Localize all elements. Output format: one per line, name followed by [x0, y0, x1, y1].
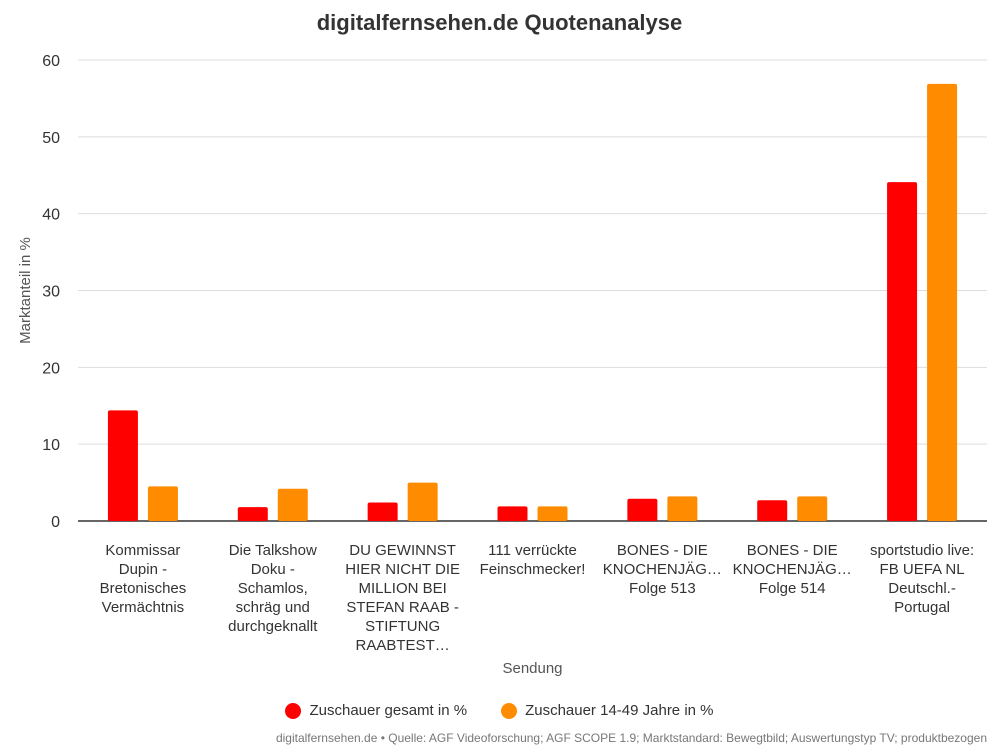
bar-14-49[interactable] [797, 496, 828, 521]
x-tick-label: BONES - DIE KNOCHENJÄG… Folge 513 [603, 542, 722, 597]
bar-14-49[interactable] [277, 488, 308, 521]
bar-14-49[interactable] [927, 83, 958, 522]
x-tick-label: BONES - DIE KNOCHENJÄG… Folge 514 [733, 542, 852, 597]
bar-total[interactable] [887, 182, 918, 522]
bar-total[interactable] [627, 498, 658, 521]
legend-marker-14-49 [501, 702, 518, 719]
bar-14-49[interactable] [407, 482, 438, 521]
y-axis-title: Marktanteil in % [17, 237, 34, 344]
y-tick-label: 50 [42, 130, 60, 147]
bar-14-49[interactable] [147, 486, 178, 521]
y-tick-label: 30 [42, 284, 60, 301]
x-tick-label: sportstudio live: FB UEFA NL Deutschl.-Por… [870, 542, 974, 616]
bar-14-49[interactable] [667, 496, 698, 521]
y-tick-label: 20 [42, 360, 60, 377]
bar-total[interactable] [367, 502, 398, 521]
bar-total[interactable] [107, 410, 138, 521]
y-tick-label: 60 [42, 53, 60, 70]
y-tick-label: 0 [51, 514, 60, 531]
x-tick-label: DU GEWINNST HIER NICHT DIE MILLION BEI STEF… [345, 542, 460, 654]
x-axis-title: Sendung [502, 660, 562, 677]
legend-marker-total [285, 702, 302, 719]
legend-item-total[interactable]: Zuschauer gesamt in % [285, 702, 467, 719]
y-tick-label: 10 [42, 437, 60, 454]
x-axis-labels: Kommissar Dupin -Bretonisches Vermächtnis D… [100, 542, 975, 654]
legend-item-14-49[interactable]: Zuschauer 14-49 Jahre in % [501, 702, 714, 719]
source-note: digitalfernsehen.de • Quelle: AGF Videof… [275, 731, 987, 745]
legend-label-total: Zuschauer gesamt in % [309, 702, 468, 719]
bar-total[interactable] [757, 500, 788, 521]
y-tick-label: 40 [42, 207, 60, 224]
y-axis-ticks: 0 10 20 30 40 50 60 [42, 53, 60, 531]
grid-lines [78, 59, 987, 522]
bar-14-49[interactable] [537, 506, 568, 521]
legend: Zuschauer gesamt in % Zuschauer 14-49 Ja… [0, 702, 999, 719]
x-tick-label: 111 verrückte Feinschmecker! [480, 542, 586, 578]
x-tick-label: Kommissar Dupin -Bretonisches Vermächtnis [100, 542, 187, 616]
bars [107, 83, 958, 522]
bar-total[interactable] [237, 507, 268, 521]
bar-total[interactable] [497, 506, 528, 521]
chart-title: digitalfernsehen.de Quotenanalyse [316, 10, 683, 35]
legend-label-14-49: Zuschauer 14-49 Jahre in % [525, 702, 714, 719]
x-tick-label: Die Talkshow Doku -Schamlos, schräg und dur… [228, 542, 318, 635]
